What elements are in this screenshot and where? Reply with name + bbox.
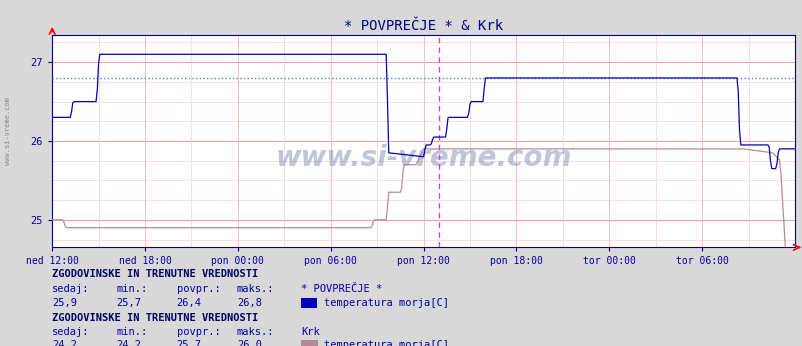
Text: 26,8: 26,8 bbox=[237, 298, 261, 308]
Text: 26,4: 26,4 bbox=[176, 298, 201, 308]
Text: min.:: min.: bbox=[116, 284, 148, 294]
Text: sedaj:: sedaj: bbox=[52, 284, 90, 294]
Text: www.si-vreme.com: www.si-vreme.com bbox=[5, 98, 11, 165]
Title: * POVPREČJE * & Krk: * POVPREČJE * & Krk bbox=[343, 19, 503, 34]
Text: 25,9: 25,9 bbox=[52, 298, 77, 308]
Text: povpr.:: povpr.: bbox=[176, 327, 220, 337]
Text: 25,7: 25,7 bbox=[176, 340, 201, 346]
Text: sedaj:: sedaj: bbox=[52, 327, 90, 337]
Text: www.si-vreme.com: www.si-vreme.com bbox=[275, 144, 571, 172]
Text: temperatura morja[C]: temperatura morja[C] bbox=[323, 298, 448, 308]
Text: 24,2: 24,2 bbox=[116, 340, 141, 346]
Text: * POVPREČJE *: * POVPREČJE * bbox=[301, 284, 382, 294]
Text: temperatura morja[C]: temperatura morja[C] bbox=[323, 340, 448, 346]
Text: ZGODOVINSKE IN TRENUTNE VREDNOSTI: ZGODOVINSKE IN TRENUTNE VREDNOSTI bbox=[52, 269, 258, 279]
Text: maks.:: maks.: bbox=[237, 284, 274, 294]
Text: 26,0: 26,0 bbox=[237, 340, 261, 346]
Text: maks.:: maks.: bbox=[237, 327, 274, 337]
Text: povpr.:: povpr.: bbox=[176, 284, 220, 294]
Text: 25,7: 25,7 bbox=[116, 298, 141, 308]
Text: 24,2: 24,2 bbox=[52, 340, 77, 346]
Text: Krk: Krk bbox=[301, 327, 319, 337]
Text: ZGODOVINSKE IN TRENUTNE VREDNOSTI: ZGODOVINSKE IN TRENUTNE VREDNOSTI bbox=[52, 313, 258, 323]
Text: min.:: min.: bbox=[116, 327, 148, 337]
